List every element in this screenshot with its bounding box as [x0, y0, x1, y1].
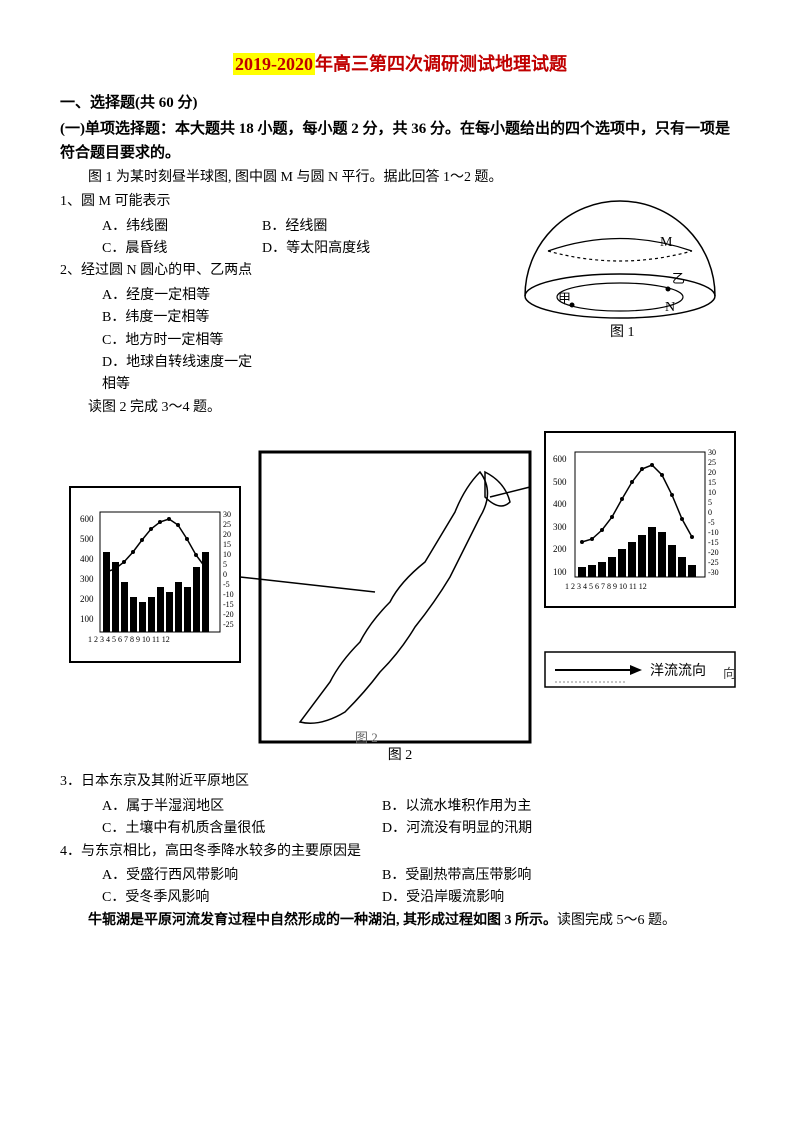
q2-b: B．纬度一定相等 — [102, 307, 262, 329]
svg-text:30: 30 — [708, 448, 716, 457]
fig1-label-yi: 乙 — [672, 271, 685, 286]
intro-3: 牛轭湖是平原河流发育过程中自然形成的一种湖泊, 其形成过程如图 3 所示。读图完… — [60, 910, 740, 932]
fig1-label-n: N — [665, 300, 675, 315]
svg-text:300: 300 — [80, 574, 94, 584]
q3-d: D．河流没有明显的汛期 — [382, 818, 662, 840]
intro-3b: 读图完成 5～6 题。 — [557, 913, 676, 928]
svg-text:500: 500 — [80, 534, 94, 544]
section-1-sub: (一)单项选择题：本大题共 18 小题，每小题 2 分，共 36 分。在每小题给… — [60, 117, 740, 165]
figure-2-japan: 600 500 400 300 200 100 30 25 20 15 10 5… — [60, 427, 740, 747]
figure-2-wrap: 600 500 400 300 200 100 30 25 20 15 10 5… — [60, 427, 740, 767]
fig1-label-jia: 甲 — [558, 291, 571, 306]
q4-a: A．受盛行西风带影响 — [102, 865, 382, 887]
svg-text:15: 15 — [223, 540, 231, 549]
svg-text:10: 10 — [223, 550, 231, 559]
svg-text:25: 25 — [223, 520, 231, 529]
q4-b: B．受副热带高压带影响 — [382, 865, 662, 887]
q2-a: A．经度一定相等 — [102, 285, 262, 307]
svg-text:-25: -25 — [708, 558, 719, 567]
svg-text:30: 30 — [223, 510, 231, 519]
title-rest: 年高三第四次调研测试地理试题 — [315, 54, 567, 74]
svg-text:-5: -5 — [223, 580, 230, 589]
svg-text:400: 400 — [553, 499, 567, 509]
q1-c: C．晨昏线 — [102, 238, 262, 260]
svg-text:15: 15 — [708, 478, 716, 487]
svg-text:600: 600 — [553, 454, 567, 464]
svg-text:5: 5 — [223, 560, 227, 569]
fig1-caption: 图 1 — [610, 325, 635, 340]
svg-text:200: 200 — [80, 594, 94, 604]
svg-text:20: 20 — [708, 468, 716, 477]
fig2-current-label: 洋流流向 — [650, 663, 706, 679]
svg-text:400: 400 — [80, 554, 94, 564]
svg-text:1 2 3 4 5 6 7 8 9 10 11 12: 1 2 3 4 5 6 7 8 9 10 11 12 — [565, 582, 647, 591]
section-1-head: 一、选择题(共 60 分) — [60, 91, 740, 115]
q2-c: C．地方时一定相等 — [102, 330, 262, 352]
svg-text:100: 100 — [80, 614, 94, 624]
title-year: 2019-2020 — [233, 53, 315, 75]
page-title: 2019-2020年高三第四次调研测试地理试题 — [60, 50, 740, 79]
q1-a: A．纬线圈 — [102, 216, 262, 238]
svg-text:200: 200 — [553, 544, 567, 554]
q4-options: A．受盛行西风带影响 B．受副热带高压带影响 C．受冬季风影响 D．受沿岸暖流影… — [60, 865, 740, 910]
fig1-label-m: M — [660, 235, 673, 250]
svg-text:-10: -10 — [223, 590, 234, 599]
svg-text:25: 25 — [708, 458, 716, 467]
svg-text:600: 600 — [80, 514, 94, 524]
intro-3a: 牛轭湖是平原河流发育过程中自然形成的一种湖泊, 其形成过程如图 3 所示。 — [88, 913, 557, 928]
svg-text:-15: -15 — [223, 600, 234, 609]
svg-text:500: 500 — [553, 477, 567, 487]
svg-text:5: 5 — [708, 498, 712, 507]
q1-q2-block: 1、圆 M 可能表示 A．纬线圈 B．经线圈 C．晨昏线 D．等太阳高度线 2、… — [60, 191, 740, 419]
svg-text:-5: -5 — [708, 518, 715, 527]
q4-c: C．受冬季风影响 — [102, 887, 382, 909]
svg-text:-20: -20 — [223, 610, 234, 619]
q3-c: C．土壤中有机质含量很低 — [102, 818, 382, 840]
svg-text:-20: -20 — [708, 548, 719, 557]
svg-text:-25: -25 — [223, 620, 234, 629]
svg-text:10: 10 — [708, 488, 716, 497]
svg-text:20: 20 — [223, 530, 231, 539]
svg-text:0: 0 — [708, 508, 712, 517]
q3-stem: 3．日本东京及其附近平原地区 — [60, 771, 740, 793]
svg-text:图 2: 图 2 — [355, 730, 378, 745]
svg-text:-30: -30 — [708, 568, 719, 577]
svg-text:-10: -10 — [708, 528, 719, 537]
q3-b: B．以流水堆积作用为主 — [382, 796, 662, 818]
svg-text:-15: -15 — [708, 538, 719, 547]
intro-2: 读图 2 完成 3～4 题。 — [60, 397, 740, 419]
svg-text:0: 0 — [223, 570, 227, 579]
svg-text:100: 100 — [553, 567, 567, 577]
q1-d: D．等太阳高度线 — [262, 238, 422, 260]
figure-1-hemisphere: M 甲 乙 N 图 1 — [510, 181, 730, 341]
q4-stem: 4．与东京相比，高田冬季降水较多的主要原因是 — [60, 841, 740, 863]
q4-d: D．受沿岸暖流影响 — [382, 887, 662, 909]
fig2-current-extra: 向 — [723, 666, 736, 681]
q1-b: B．经线圈 — [262, 216, 422, 238]
q3-a: A．属于半湿润地区 — [102, 796, 382, 818]
svg-text:300: 300 — [553, 522, 567, 532]
fig2-caption: 图 2 — [60, 745, 740, 767]
q3-options: A．属于半湿润地区 B．以流水堆积作用为主 C．土壤中有机质含量很低 D．河流没… — [60, 796, 740, 841]
q2-d: D．地球自转线速度一定相等 — [102, 352, 262, 397]
svg-text:1 2 3 4 5 6 7 8 9 10 11 12: 1 2 3 4 5 6 7 8 9 10 11 12 — [88, 635, 170, 644]
